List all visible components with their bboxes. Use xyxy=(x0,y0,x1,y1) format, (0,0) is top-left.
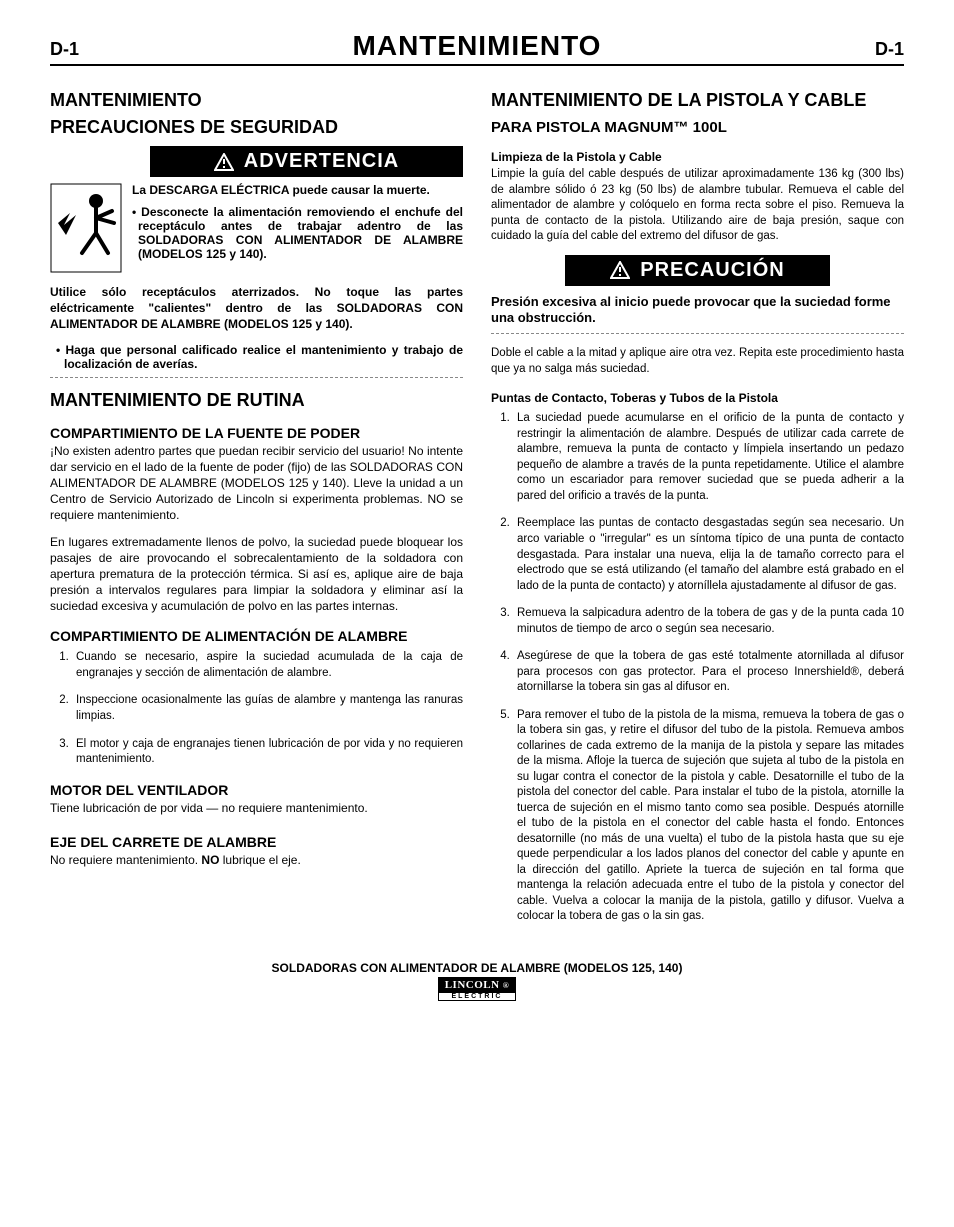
heading-motor: MOTOR DEL VENTILADOR xyxy=(50,782,463,798)
warning-title: La DESCARGA ELÉCTRICA puede causar la mu… xyxy=(132,183,463,197)
wirefeed-list: Cuando se necesario, aspire la suciedad … xyxy=(50,650,463,767)
page-header: D-1 MANTENIMIENTO D-1 xyxy=(50,30,904,66)
header-title: MANTENIMIENTO xyxy=(353,30,602,62)
heading-puntas: Puntas de Contacto, Toberas y Tubos de l… xyxy=(491,391,904,405)
page-footer: SOLDADORAS CON ALIMENTADOR DE ALAMBRE (M… xyxy=(50,961,904,1001)
tips-list: La suciedad puede acumularse en el orifi… xyxy=(491,411,904,924)
left-column: MANTENIMIENTO PRECAUCIONES DE SEGURIDAD … xyxy=(50,84,463,937)
header-left-corner: D-1 xyxy=(50,39,79,60)
list-item: Reemplace las puntas de contacto desgast… xyxy=(513,516,904,594)
list-item: Remueva la salpicadura adentro de la tob… xyxy=(513,606,904,637)
right-column: MANTENIMIENTO DE LA PISTOLA Y CABLE PARA… xyxy=(491,84,904,937)
list-item: Para remover el tubo de la pistola de la… xyxy=(513,708,904,925)
heading-comp-alambre: COMPARTIMIENTO DE ALIMENTACIÓN DE ALAMBR… xyxy=(50,628,463,644)
para-motor: Tiene lubricación de por vida — no requi… xyxy=(50,800,463,816)
heading-precauciones: PRECAUCIONES DE SEGURIDAD xyxy=(50,117,463,138)
warning-triangle-icon xyxy=(214,153,234,171)
warning-content: La DESCARGA ELÉCTRICA puede causar la mu… xyxy=(50,183,463,278)
heading-pistola-cable: MANTENIMIENTO DE LA PISTOLA Y CABLE xyxy=(491,90,904,111)
list-item: El motor y caja de engranajes tienen lub… xyxy=(72,737,463,768)
heading-eje: EJE DEL CARRETE DE ALAMBRE xyxy=(50,834,463,850)
para-comp-fuente-2: En lugares extremadamente llenos de polv… xyxy=(50,534,463,615)
list-item: Asegúrese de que la tobera de gas esté t… xyxy=(513,649,904,696)
para-presion: Presión excesiva al inicio puede provoca… xyxy=(491,294,904,328)
divider-dashed-1 xyxy=(50,377,463,378)
content-columns: MANTENIMIENTO PRECAUCIONES DE SEGURIDAD … xyxy=(50,84,904,937)
shock-hazard-icon xyxy=(50,183,122,278)
caution-banner-text: PRECAUCIÓN xyxy=(640,259,784,282)
lincoln-logo: LINCOLN ® ELECTRIC xyxy=(438,977,517,1001)
heading-comp-fuente: COMPARTIMIENTO DE LA FUENTE DE PODER xyxy=(50,425,463,441)
para-eje-post: lubrique el eje. xyxy=(219,853,300,867)
warning-triangle-icon xyxy=(610,261,630,279)
heading-mantenimiento: MANTENIMIENTO xyxy=(50,90,463,111)
warning-banner: ADVERTENCIA xyxy=(150,146,463,177)
warning-bullet-2: • Haga que personal calificado realice e… xyxy=(50,343,463,371)
list-item: Inspeccione ocasionalmente las guías de … xyxy=(72,693,463,724)
divider-dashed-2 xyxy=(491,333,904,334)
warning-banner-text: ADVERTENCIA xyxy=(244,150,399,173)
warning-banner-wrap: ADVERTENCIA xyxy=(150,146,463,177)
para-limpieza: Limpie la guía del cable después de util… xyxy=(491,167,904,245)
para-doble: Doble el cable a la mitad y aplique aire… xyxy=(491,346,904,377)
logo-top-text: LINCOLN ® xyxy=(438,977,517,993)
heading-limpieza: Limpieza de la Pistola y Cable xyxy=(491,150,904,164)
logo-bottom-text: ELECTRIC xyxy=(438,993,517,1001)
list-item: Cuando se necesario, aspire la suciedad … xyxy=(72,650,463,681)
header-right-corner: D-1 xyxy=(875,39,904,60)
heading-para-magnum: PARA PISTOLA MAGNUM™ 100L xyxy=(491,119,904,136)
para-eje-pre: No requiere mantenimiento. xyxy=(50,853,201,867)
para-comp-fuente-1: ¡No existen adentro partes que puedan re… xyxy=(50,443,463,524)
list-item: La suciedad puede acumularse en el orifi… xyxy=(513,411,904,504)
heading-rutina: MANTENIMIENTO DE RUTINA xyxy=(50,390,463,411)
warning-bullet-1: • Desconecte la alimentación removiendo … xyxy=(132,205,463,261)
para-eje-bold: NO xyxy=(201,853,219,867)
para-eje: No requiere mantenimiento. NO lubrique e… xyxy=(50,852,463,868)
caution-banner: PRECAUCIÓN xyxy=(565,255,829,286)
warning-para-2: Utilice sólo receptáculos aterrizados. N… xyxy=(50,284,463,333)
footer-text: SOLDADORAS CON ALIMENTADOR DE ALAMBRE (M… xyxy=(50,961,904,975)
warning-text-block: La DESCARGA ELÉCTRICA puede causar la mu… xyxy=(132,183,463,278)
